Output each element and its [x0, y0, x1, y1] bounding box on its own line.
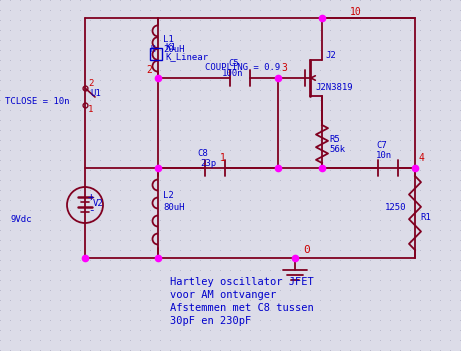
Bar [150, 48, 162, 60]
Text: 30pF en 230pF: 30pF en 230pF [170, 316, 251, 326]
Text: +: + [88, 192, 95, 202]
Text: C8: C8 [197, 150, 208, 159]
Text: 1250: 1250 [385, 204, 407, 212]
Text: J2N3819: J2N3819 [315, 84, 353, 93]
Text: C7: C7 [376, 141, 387, 151]
Text: K_Linear: K_Linear [165, 53, 208, 61]
Text: voor AM ontvanger: voor AM ontvanger [170, 290, 276, 300]
Text: L2: L2 [163, 191, 174, 199]
Text: R5: R5 [329, 134, 340, 144]
Text: 10n: 10n [376, 152, 392, 160]
Text: TCLOSE = 10n: TCLOSE = 10n [5, 98, 70, 106]
Text: 56k: 56k [329, 145, 345, 153]
Text: U1: U1 [90, 88, 101, 98]
Text: L1: L1 [163, 35, 174, 45]
Text: 0: 0 [303, 245, 310, 255]
Text: 100n: 100n [222, 68, 243, 78]
Text: R1: R1 [420, 213, 431, 223]
Text: 9Vdc: 9Vdc [10, 216, 31, 225]
Text: K1: K1 [165, 42, 176, 52]
Text: J2: J2 [325, 52, 336, 60]
Text: 3: 3 [281, 63, 287, 73]
Text: 20uH: 20uH [163, 46, 184, 54]
Text: 4: 4 [418, 153, 424, 163]
Text: 1: 1 [88, 106, 94, 114]
Text: Hartley oscillator JFET: Hartley oscillator JFET [170, 277, 314, 287]
Text: 1: 1 [220, 153, 226, 163]
Text: 23p: 23p [200, 159, 216, 167]
Text: -: - [88, 205, 95, 215]
Text: 2: 2 [146, 65, 152, 75]
Text: 2: 2 [88, 79, 94, 87]
Text: K: K [151, 46, 155, 54]
Text: 10: 10 [350, 7, 362, 17]
Text: 80uH: 80uH [163, 203, 184, 212]
Text: COUPLING = 0.9: COUPLING = 0.9 [205, 62, 280, 72]
Text: C5: C5 [228, 60, 239, 68]
Text: V2: V2 [93, 199, 104, 207]
Text: Afstemmen met C8 tussen: Afstemmen met C8 tussen [170, 303, 314, 313]
